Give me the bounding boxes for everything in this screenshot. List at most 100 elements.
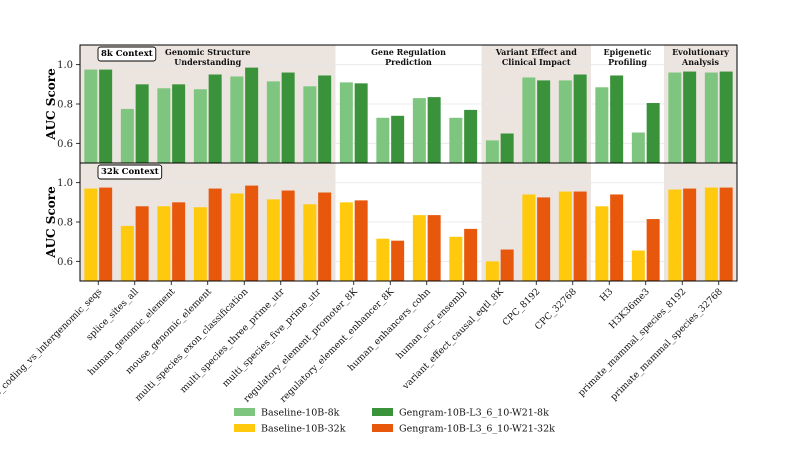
bar-gengram xyxy=(719,187,733,281)
bar-gengram xyxy=(354,200,368,281)
panel-32k: 0.6 0.8 1.0 32k Context AUC Score xyxy=(44,162,738,282)
group-label-line: Gene Regulation xyxy=(371,47,446,57)
group-label-line: Epigenetic xyxy=(604,47,652,57)
bar-baseline xyxy=(412,215,426,281)
bar-baseline xyxy=(339,82,353,163)
group-label-line: Clinical Impact xyxy=(502,57,571,67)
legend-label: Gengram-10B-L3_6_10-W21-32k xyxy=(399,424,555,435)
bar-baseline xyxy=(449,236,463,281)
context-label: 8k Context xyxy=(101,49,153,59)
bar-gengram xyxy=(172,84,186,163)
bar-gengram xyxy=(135,206,149,281)
bar-baseline xyxy=(558,191,572,281)
bar-gengram xyxy=(610,194,624,281)
bar-baseline xyxy=(84,188,98,281)
bar-gengram xyxy=(99,187,113,281)
bar-gengram xyxy=(427,215,441,281)
bar-gengram xyxy=(646,219,660,281)
bar-baseline xyxy=(668,72,682,163)
bar-gengram xyxy=(573,74,587,163)
panel-frame xyxy=(79,162,738,282)
bar-baseline xyxy=(157,206,171,281)
group-label: Epigenetic Profiling xyxy=(604,47,652,67)
bar-baseline xyxy=(266,81,280,163)
bar-baseline xyxy=(120,108,134,163)
y-tick-label: 1.0 xyxy=(57,178,73,189)
bar-gengram xyxy=(135,84,149,163)
bar-baseline xyxy=(303,86,317,163)
bar-gengram xyxy=(500,133,514,163)
bar-gengram xyxy=(281,190,295,281)
x-tick-label: demo_coding_vs_intergenomic_seqs xyxy=(0,286,105,413)
group-label: Gene Regulation Prediction xyxy=(371,47,446,67)
bar-gengram xyxy=(464,228,478,281)
bar-baseline xyxy=(558,80,572,163)
legend-swatch xyxy=(234,424,255,432)
bar-baseline xyxy=(595,206,609,281)
y-tick-label: 0.8 xyxy=(57,100,73,111)
bar-baseline xyxy=(193,89,207,163)
group-label: Variant Effect and Clinical Impact xyxy=(495,47,577,67)
y-tick-label: 0.8 xyxy=(57,218,73,229)
bar-gengram xyxy=(464,109,478,163)
x-tick-label: human_ocr_ensembl xyxy=(394,286,469,361)
group-label-line: Genomic Structure xyxy=(165,47,250,57)
bar-baseline xyxy=(412,98,426,163)
bar-gengram xyxy=(172,202,186,281)
bar-baseline xyxy=(631,132,645,163)
bar-gengram xyxy=(719,71,733,163)
bar-baseline xyxy=(485,261,499,281)
y-tick-label: 1.0 xyxy=(57,60,73,71)
bar-baseline xyxy=(522,194,536,281)
bar-baseline xyxy=(84,69,98,163)
bar-gengram xyxy=(245,67,259,163)
bar-gengram xyxy=(391,115,405,163)
bar-gengram xyxy=(245,185,259,281)
bar-gengram xyxy=(354,83,368,163)
bar-gengram xyxy=(683,71,697,163)
legend-label: Baseline-10B-8k xyxy=(261,408,340,419)
y-tick-label: 0.6 xyxy=(57,257,73,268)
bar-baseline xyxy=(193,207,207,281)
bar-baseline xyxy=(631,250,645,281)
bar-baseline xyxy=(376,238,390,281)
bar-gengram xyxy=(208,188,222,281)
bar-gengram xyxy=(208,74,222,163)
bar-gengram xyxy=(99,69,113,163)
bar-baseline xyxy=(230,193,244,281)
bar-baseline xyxy=(704,72,718,163)
bar-baseline xyxy=(485,140,499,163)
group-label-line: Evolutionary xyxy=(672,47,729,57)
bar-gengram xyxy=(500,249,514,281)
context-label: 32k Context xyxy=(101,167,159,177)
group-label-line: Variant Effect and xyxy=(495,47,577,57)
group-label: Genomic Structure Understanding xyxy=(165,47,250,67)
legend-swatch xyxy=(234,408,255,416)
bar-baseline xyxy=(376,117,390,163)
bar-gengram xyxy=(391,240,405,281)
bar-gengram xyxy=(281,72,295,163)
legend-swatch xyxy=(372,408,393,416)
bar-gengram xyxy=(318,192,332,281)
bar-baseline xyxy=(120,225,134,281)
group-label-line: Understanding xyxy=(174,57,241,67)
bar-baseline xyxy=(230,76,244,163)
y-axis-label: AUC Score xyxy=(44,68,58,141)
bar-baseline xyxy=(303,204,317,281)
bar-baseline xyxy=(668,189,682,281)
panel-8k: 0.6 0.8 1.0 8k Context AUC Score xyxy=(44,44,738,164)
bar-gengram xyxy=(537,80,551,163)
group-label-line: Analysis xyxy=(681,57,719,67)
bar-gengram xyxy=(683,188,697,281)
y-axis-label: AUC Score xyxy=(44,186,58,259)
bar-gengram xyxy=(537,197,551,281)
bar-baseline xyxy=(595,87,609,163)
group-label-line: Profiling xyxy=(608,57,647,67)
x-tick-label: H3 xyxy=(598,286,616,304)
group-label-line: Prediction xyxy=(385,57,432,67)
bar-gengram xyxy=(427,97,441,163)
context-label-box xyxy=(97,46,157,62)
legend-label: Gengram-10B-L3_6_10-W21-8k xyxy=(399,408,549,419)
bar-baseline xyxy=(704,187,718,281)
